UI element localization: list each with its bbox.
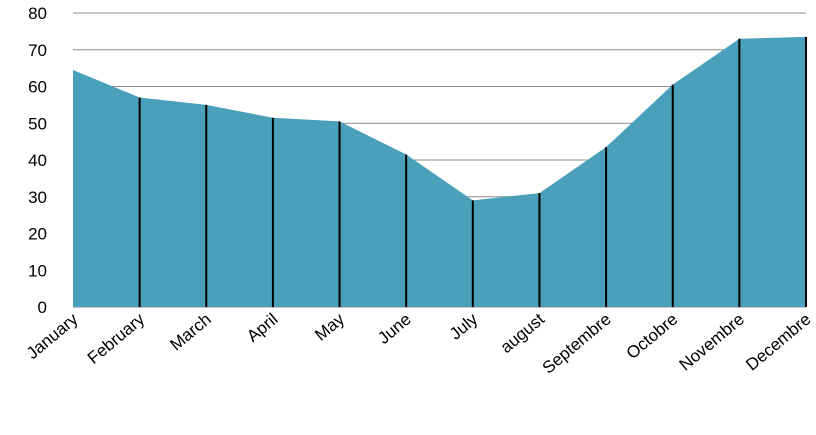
y-tick-label: 10 [28,261,47,280]
y-tick-label: 80 [28,4,47,23]
y-tick-label: 60 [28,78,47,97]
x-tick-label: July [446,309,482,343]
x-tick-label: March [166,310,214,355]
x-tick-label: January [23,309,82,363]
x-tick-label: April [243,310,281,346]
y-tick-label: 30 [28,188,47,207]
x-tick-label: Septembre [539,310,615,378]
x-tick-label: May [311,309,348,345]
y-tick-label: 50 [28,114,47,133]
y-tick-label: 70 [28,41,47,60]
x-tick-label: Novembre [676,310,748,375]
x-tick-label: august [497,309,549,357]
y-tick-label: 40 [28,151,47,170]
area [73,36,806,307]
x-tick-label: February [84,309,149,368]
x-tick-label: June [374,310,414,348]
x-tick-label: Decembre [742,310,814,375]
x-tick-label: Octobre [623,310,682,363]
y-tick-label: 0 [38,298,47,317]
y-tick-label: 20 [28,225,47,244]
